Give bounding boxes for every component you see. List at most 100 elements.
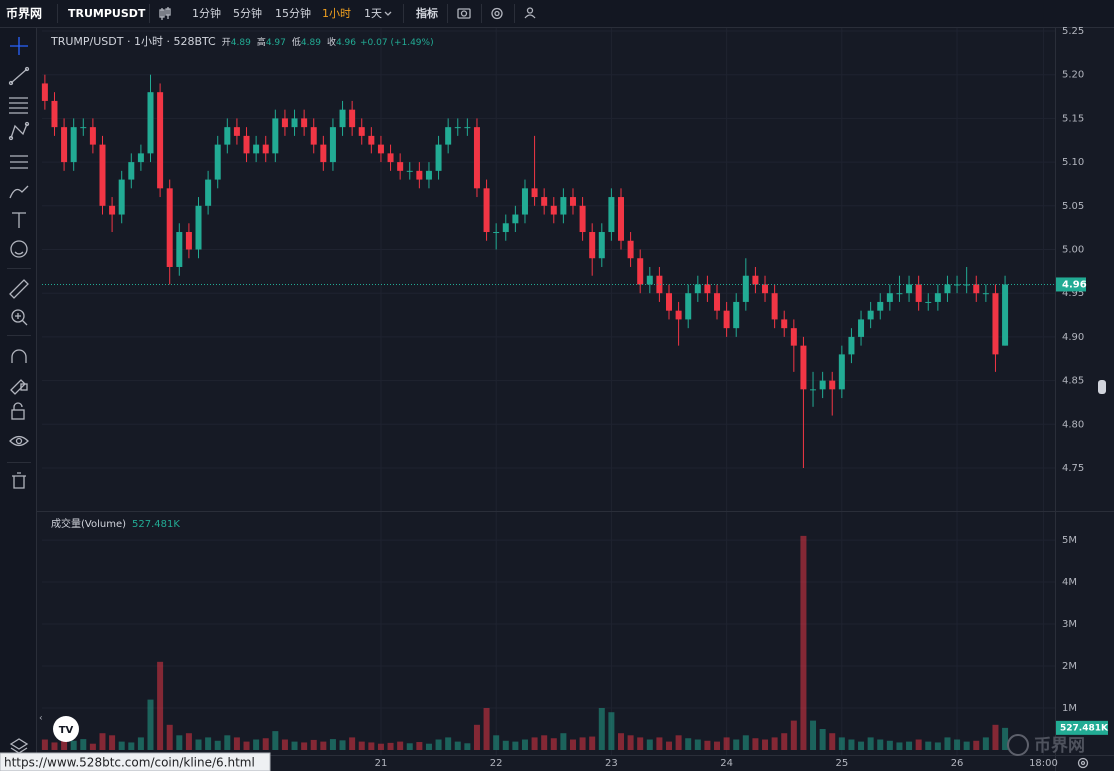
candle-body <box>790 328 797 346</box>
collapse-arrow[interactable]: ‹ <box>39 714 43 724</box>
candle-body <box>243 135 250 154</box>
y-tick-label: 5.25 <box>1062 26 1084 37</box>
candle-body <box>454 127 461 129</box>
candle-body <box>838 354 845 390</box>
interval-button[interactable]: 5分钟 <box>233 6 262 20</box>
volume-bar <box>704 740 711 750</box>
candle-body <box>41 83 48 101</box>
interval-dropdown[interactable] <box>384 11 392 16</box>
candle-body <box>886 293 893 302</box>
candle-body <box>589 232 596 259</box>
volume-bar <box>877 739 884 750</box>
volume-bar <box>406 743 413 750</box>
candle-body <box>617 197 624 241</box>
volume-bar <box>867 737 874 750</box>
candle-body <box>541 197 548 206</box>
interval-button[interactable]: 15分钟 <box>275 6 311 20</box>
candle-body <box>800 345 807 390</box>
volume-bar <box>339 740 346 750</box>
volume-bar <box>973 740 980 750</box>
candle-body <box>339 109 346 128</box>
candle-body <box>992 293 999 355</box>
tv-logo[interactable] <box>53 716 79 742</box>
marks <box>41 74 1055 750</box>
candle-body <box>387 153 394 163</box>
volume-bar <box>128 742 135 750</box>
volume-bar <box>329 739 336 750</box>
volume-bar <box>262 738 269 750</box>
candle-body <box>531 188 538 198</box>
volume-bar <box>80 739 87 750</box>
delete-button[interactable] <box>12 472 26 489</box>
volume-bar <box>781 733 788 750</box>
volume-bar <box>224 735 231 750</box>
interval-button[interactable]: 1分钟 <box>192 6 221 20</box>
volume-bar <box>253 739 260 750</box>
last-volume-tag <box>1056 720 1108 735</box>
interval-button[interactable]: 1小时 <box>322 7 351 20</box>
candle-body <box>483 188 490 233</box>
volume-bar <box>291 741 298 750</box>
indicators-button[interactable]: 指标 <box>416 6 438 20</box>
volume-bar <box>829 733 836 750</box>
axis-settings[interactable] <box>1077 757 1089 769</box>
y-tick-label: 5.15 <box>1062 113 1084 124</box>
settings-button[interactable] <box>491 7 503 20</box>
measure-tools[interactable] <box>9 279 29 326</box>
candle-body <box>51 100 58 128</box>
volume-bar <box>233 737 240 750</box>
candle-body <box>253 144 260 154</box>
symbol[interactable]: TRUMPUSDT <box>68 7 146 20</box>
volume-bar <box>310 739 317 750</box>
volume-bar <box>714 741 721 750</box>
candle-body <box>166 188 173 267</box>
candle-body <box>214 144 221 180</box>
candle-body <box>906 284 913 294</box>
y-tick-label: 2M <box>1062 661 1077 672</box>
volume-legend: 成交量(Volume) 527.481K <box>51 517 180 530</box>
candle-body <box>704 284 711 294</box>
y-tick-label: 4.85 <box>1062 376 1084 387</box>
screenshot-button[interactable] <box>457 8 471 19</box>
candle-body <box>185 232 192 250</box>
volume-bar <box>896 742 903 750</box>
volume-bar <box>694 739 701 750</box>
candle-body <box>714 293 721 311</box>
scroll-handle[interactable] <box>1098 380 1106 394</box>
chart-type-button[interactable] <box>159 7 171 20</box>
candle-body <box>80 127 87 129</box>
y-tick-label: 5M <box>1062 535 1077 546</box>
candle-body <box>781 319 788 329</box>
y-tick-label: 4.90 <box>1062 332 1084 343</box>
candle-body <box>137 153 144 163</box>
candle-body <box>944 284 951 294</box>
volume-bar <box>205 737 212 750</box>
interval-button[interactable]: 1天 <box>364 7 382 20</box>
volume-bar <box>61 737 68 750</box>
candle-body <box>128 162 135 180</box>
account-button[interactable] <box>524 7 536 19</box>
volume-bar <box>445 737 452 750</box>
lock-tools[interactable] <box>9 349 29 447</box>
volume-value: 527.481K <box>132 519 180 530</box>
candle-body <box>176 232 183 267</box>
volume-bar <box>598 708 605 750</box>
candle-body <box>310 127 317 145</box>
candle-body <box>425 170 432 180</box>
ohlc-value: 4.96 <box>336 38 356 48</box>
candle-body <box>349 109 356 128</box>
x-tick-label: 23 <box>605 758 618 769</box>
volume-bar <box>569 739 576 750</box>
candle-body <box>973 284 980 294</box>
drawing-tools[interactable] <box>8 37 30 258</box>
status-url: https://www.528btc.com/coin/kline/6.html <box>4 756 255 770</box>
candle-body <box>147 92 154 154</box>
candle-body <box>262 144 269 154</box>
y-tick-label: 4M <box>1062 577 1077 588</box>
candle-body <box>329 127 336 163</box>
logo[interactable]: 币界网 <box>6 6 42 21</box>
candle-body <box>109 205 116 215</box>
volume-bar <box>934 742 941 750</box>
candle-body <box>915 284 922 302</box>
